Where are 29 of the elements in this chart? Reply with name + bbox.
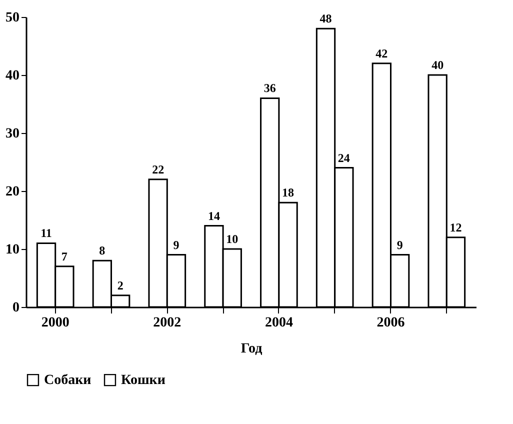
data-label: 14	[208, 208, 220, 223]
y-tick-label: 0	[12, 300, 20, 316]
legend-label: Собаки	[44, 373, 92, 388]
y-tick-label: 20	[6, 184, 20, 200]
data-label: 40	[432, 58, 444, 72]
data-label: 9	[396, 238, 403, 252]
data-label: 24	[338, 150, 350, 165]
data-label: 18	[282, 186, 294, 200]
data-label: 7	[61, 249, 68, 264]
y-tick-label: 40	[6, 68, 20, 84]
data-label: 2	[117, 278, 124, 292]
data-label: 42	[376, 46, 388, 60]
legend-label: Кошки	[121, 373, 166, 388]
data-label: 22	[152, 162, 164, 176]
x-tick-label: 2000	[41, 316, 70, 330]
y-tick-label: 50	[6, 10, 20, 26]
y-tick-label: 10	[6, 242, 20, 258]
x-tick-label: 2006	[376, 316, 405, 330]
data-label: 36	[264, 81, 276, 96]
data-label: 11	[40, 226, 52, 240]
x-tick-label: 2004	[264, 316, 293, 330]
data-label: 8	[99, 244, 106, 258]
data-label: 48	[320, 12, 332, 26]
data-label: 10	[226, 232, 238, 246]
x-axis-title: Год	[240, 342, 262, 356]
y-tick-label: 30	[6, 126, 20, 142]
data-label: 9	[173, 238, 180, 252]
data-label: 12	[450, 220, 462, 234]
x-tick-label: 2002	[153, 316, 182, 330]
